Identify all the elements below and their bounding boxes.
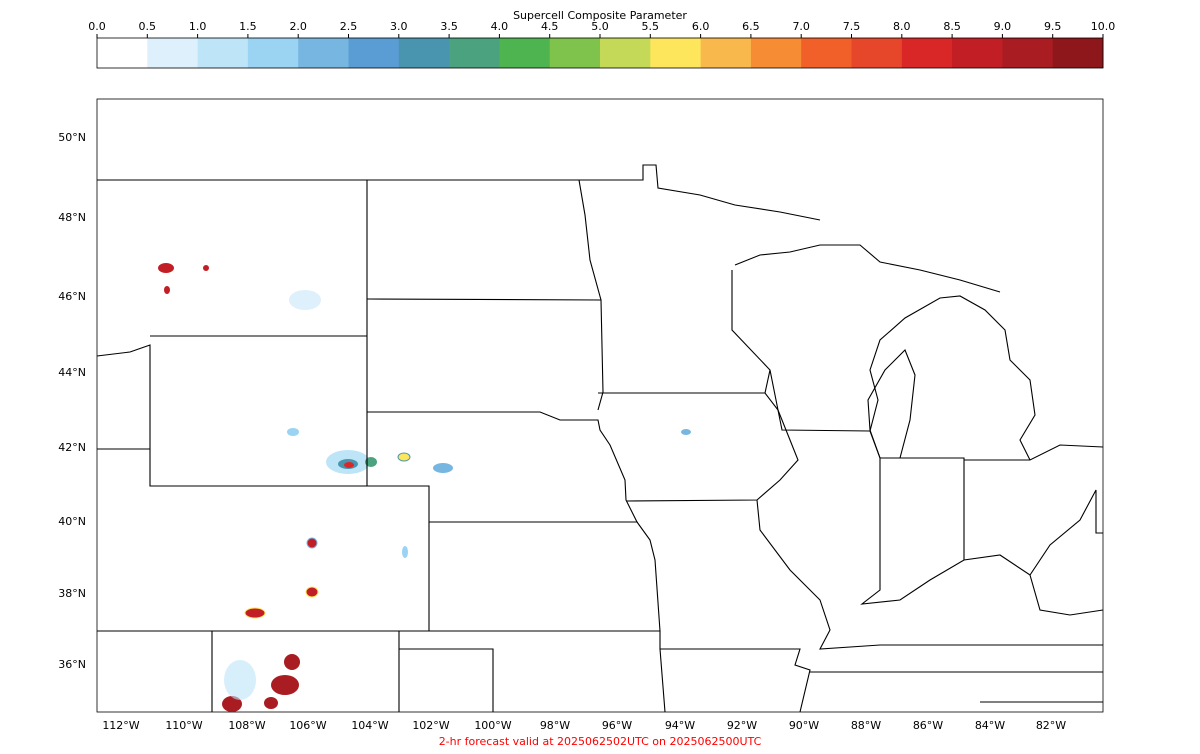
lat-label: 44°N [58, 366, 86, 379]
colorbar-cell [147, 38, 199, 68]
lat-label: 36°N [58, 658, 86, 671]
colorbar-cell [398, 38, 450, 68]
colorbar-frame [96, 37, 1104, 69]
colorbar-cell [650, 38, 702, 68]
lon-label: 86°W [913, 719, 943, 732]
colorbar: 0.0 0.5 1.0 1.5 2.0 2.5 3.0 3.5 4.0 4.5 5.0 5.5 6.0 6… [88, 20, 1115, 68]
lon-label: 82°W [1036, 719, 1066, 732]
lat-label: 38°N [58, 587, 86, 600]
colorbar-tick-label: 4.0 [491, 20, 509, 33]
lon-label: 104°W [351, 719, 388, 732]
lon-label: 110°W [165, 719, 202, 732]
lon-label: 98°W [540, 719, 570, 732]
colorbar-tick-label: 1.0 [189, 20, 207, 33]
colorbar-cell [348, 38, 400, 68]
lon-label: 100°W [474, 719, 511, 732]
colorbar-cell [952, 38, 1003, 68]
colorbar-cell [298, 38, 349, 68]
lon-label: 102°W [412, 719, 449, 732]
colorbar-tick-label: 2.5 [340, 20, 358, 33]
colorbar-cell [97, 38, 148, 68]
colorbar-tick-label: 9.0 [994, 20, 1012, 33]
colorbar-tick-label: 8.5 [943, 20, 961, 33]
colorbar-tick-label: 6.0 [692, 20, 710, 33]
colorbar-cell [247, 38, 299, 68]
lon-label: 112°W [102, 719, 139, 732]
lon-labels: 112°W 110°W 108°W 106°W 104°W 102°W 100°W 98°W 9… [102, 719, 1066, 732]
lon-label: 90°W [789, 719, 819, 732]
lat-label: 46°N [58, 290, 86, 303]
colorbar-tick-label: 7.0 [792, 20, 810, 33]
colorbar-cell [700, 38, 752, 68]
colorbar-tick-label: 0.0 [88, 20, 106, 33]
colorbar-cell [851, 38, 903, 68]
colorbar-cell [901, 38, 953, 68]
colorbar-tick-label: 10.0 [1091, 20, 1116, 33]
colorbar-cell [549, 38, 601, 68]
state-borders [96, 164, 1104, 713]
lon-label: 108°W [228, 719, 265, 732]
footer: 2-hr forecast valid at 2025062502UTC on … [439, 735, 762, 748]
colorbar-tick-label: 4.5 [541, 20, 559, 33]
lat-label: 42°N [58, 441, 86, 454]
colorbar-tick-label: 6.5 [742, 20, 760, 33]
colorbar-tick-label: 3.5 [440, 20, 458, 33]
map [96, 98, 1104, 713]
lat-labels: 50°N 48°N 46°N 44°N 42°N 40°N 38°N 36°N [58, 131, 86, 671]
scp-field [158, 263, 691, 712]
colorbar-cell [1002, 38, 1054, 68]
colorbar-tick-label: 1.5 [239, 20, 257, 33]
lat-label: 50°N [58, 131, 86, 144]
lat-label: 40°N [58, 515, 86, 528]
lon-label: 94°W [665, 719, 695, 732]
colorbar-cell [197, 38, 249, 68]
colorbar-cell [449, 38, 500, 68]
colorbar-tick-label: 7.5 [843, 20, 861, 33]
colorbar-tick-label: 5.0 [591, 20, 609, 33]
lat-label: 48°N [58, 211, 86, 224]
lon-label: 96°W [602, 719, 632, 732]
colorbar-tick-label: 0.5 [139, 20, 157, 33]
lon-label: 92°W [727, 719, 757, 732]
colorbar-cell [1052, 38, 1104, 68]
colorbar-tick-label: 2.0 [289, 20, 307, 33]
lon-label: 88°W [851, 719, 881, 732]
colorbar-cell [801, 38, 852, 68]
colorbar-cell [750, 38, 802, 68]
colorbar-cell [600, 38, 651, 68]
colorbar-tick-label: 5.5 [642, 20, 660, 33]
map-frame [96, 98, 1104, 713]
colorbar-cell [499, 38, 551, 68]
lon-label: 106°W [289, 719, 326, 732]
colorbar-title: Supercell Composite Parameter [513, 9, 687, 22]
colorbar-tick-label: 8.0 [893, 20, 911, 33]
colorbar-tick-label: 3.0 [390, 20, 408, 33]
lon-label: 84°W [975, 719, 1005, 732]
colorbar-tick-label: 9.5 [1044, 20, 1062, 33]
